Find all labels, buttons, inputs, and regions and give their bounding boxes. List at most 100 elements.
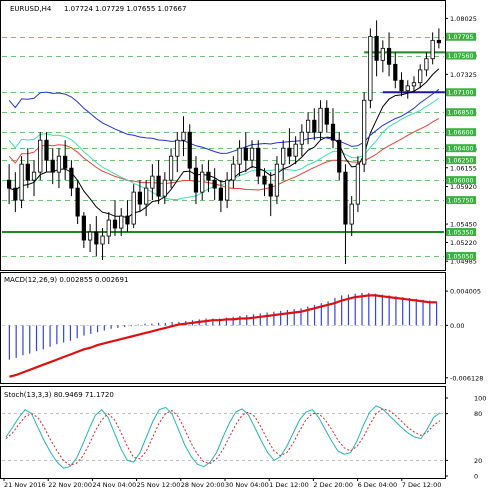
level-box <box>446 196 476 205</box>
candle-body <box>424 58 429 71</box>
price-tick-label: 1.06155 <box>450 164 477 172</box>
time-tick-label: 25 Nov 12:00 <box>137 481 181 489</box>
ohlc-label: 1.07724 1.07729 1.07655 1.07667 <box>64 5 186 13</box>
time-tick-label: 1 Dec 12:00 <box>269 481 309 489</box>
candle-body <box>249 147 255 161</box>
stoch-tick-label: 20 <box>474 457 482 465</box>
level-box <box>446 144 476 153</box>
candle-body <box>187 131 192 169</box>
candle-body <box>156 175 161 197</box>
candle-body <box>268 183 273 197</box>
candle-body <box>168 155 174 181</box>
candle-body <box>112 219 118 229</box>
time-tick-label: 30 Nov 04:00 <box>225 481 269 489</box>
candle-body <box>362 99 367 165</box>
candle-body <box>256 147 261 177</box>
macd-signal-line <box>9 294 437 378</box>
candle-body <box>69 167 74 189</box>
candle-body <box>411 82 417 87</box>
price-tick-label: 1.05220 <box>450 239 477 247</box>
candle-body <box>81 215 86 241</box>
price-tick-label: 1.08025 <box>450 15 477 23</box>
macd-tick-label: 0.00 <box>450 322 464 330</box>
candle-body <box>212 179 217 189</box>
macd-signal <box>9 294 437 378</box>
level-box-label: 1.06850 <box>448 110 474 117</box>
price-tick-label: 1.05920 <box>450 183 477 191</box>
candle-body <box>150 175 155 189</box>
level-box <box>446 88 476 97</box>
candle-body <box>324 107 329 125</box>
macd-label: MACD(12,26,9) 0.002855 0.002691 <box>4 276 128 284</box>
ma-mid-line <box>8 88 440 154</box>
stoch-tick-label: 80 <box>474 410 482 418</box>
candle-body <box>225 179 230 201</box>
candle-body <box>274 163 280 197</box>
candle-body <box>100 235 105 245</box>
candle-body <box>330 123 336 141</box>
candle-body <box>293 143 298 157</box>
candle-body <box>87 231 93 241</box>
ma-short-line <box>8 68 440 219</box>
macd-panel-frame <box>0 272 446 384</box>
time-tick-label: 2 Dec 20:00 <box>313 481 353 489</box>
level-box <box>446 252 476 261</box>
candle-body <box>343 171 348 225</box>
candle-body <box>125 215 130 225</box>
ma-fast-line <box>8 97 440 200</box>
candle-body <box>7 179 12 189</box>
candle-body <box>162 179 167 197</box>
level-box-label: 1.05350 <box>448 229 474 236</box>
level-box <box>446 228 476 237</box>
macd-axis: 0.004005 0.00 -0.006128 <box>445 288 483 382</box>
candle-body <box>399 79 404 92</box>
time-tick-label: 7 Dec 12:00 <box>402 481 442 489</box>
candle-body <box>38 139 43 173</box>
price-axis: 1.080251.077951.075601.073251.068551.063… <box>445 15 477 266</box>
stochastic-axis: 100 80 20 0 <box>445 395 486 481</box>
candle-body <box>386 47 392 65</box>
stochastic-lines <box>5 405 441 469</box>
level-box-label: 1.07100 <box>448 90 474 97</box>
stoch-tick-label: 0 <box>474 473 478 481</box>
level-box-label: 1.06000 <box>448 177 474 184</box>
candle-body <box>262 175 267 185</box>
candle-body <box>243 147 248 161</box>
level-box <box>446 108 476 117</box>
candle-body <box>206 171 211 181</box>
candle-body <box>287 147 292 157</box>
stochastic-grid <box>2 413 444 461</box>
candle-body <box>94 231 99 245</box>
level-box <box>446 32 476 41</box>
candle-body <box>237 147 242 165</box>
level-box-label: 1.07795 <box>448 34 474 41</box>
time-tick-label: 6 Dec 04:00 <box>358 481 398 489</box>
candle-body <box>405 85 410 92</box>
candle-body <box>25 163 30 181</box>
level-box <box>446 51 476 60</box>
candle-body <box>193 167 199 193</box>
candle-body <box>13 187 18 201</box>
candle-body <box>19 163 24 201</box>
level-box <box>446 176 476 185</box>
time-tick-label: 21 Nov 2016 <box>4 481 46 489</box>
level-box-label: 1.06250 <box>448 157 474 164</box>
candle-body <box>374 35 379 61</box>
ma-slow-line <box>8 117 440 191</box>
candle-body <box>131 191 136 225</box>
level-box-label: 1.06400 <box>448 145 474 152</box>
moving-averages <box>8 68 440 219</box>
candle-body <box>380 47 385 61</box>
candle-body <box>368 35 373 101</box>
candle-body <box>349 203 354 225</box>
stochastic-panel-frame <box>0 386 446 479</box>
candle-body <box>144 187 149 205</box>
time-axis: 21 Nov 2016 22 Nov 20:00 24 Nov 04:00 25 No… <box>3 478 442 489</box>
level-box <box>446 128 476 137</box>
level-box-label: 1.05050 <box>448 253 474 260</box>
candle-body <box>200 171 205 193</box>
candle-body <box>436 39 441 44</box>
candle-body <box>305 119 311 133</box>
candle-body <box>418 69 423 84</box>
